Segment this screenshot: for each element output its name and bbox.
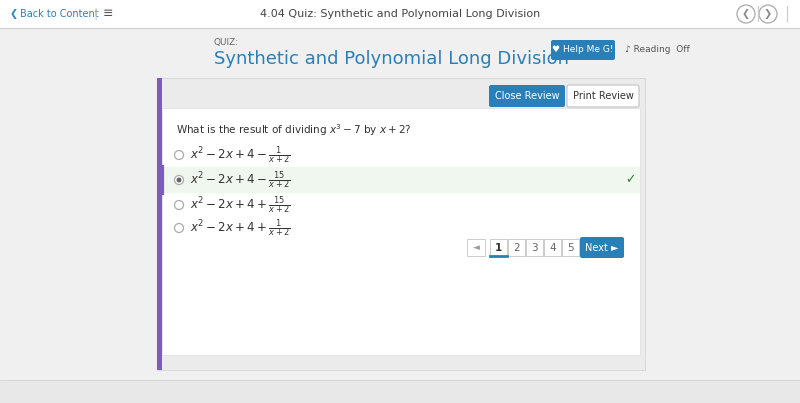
FancyBboxPatch shape bbox=[544, 239, 561, 256]
Text: $x^2 - 2x + 4 + \frac{15}{x+2}$: $x^2 - 2x + 4 + \frac{15}{x+2}$ bbox=[190, 194, 290, 216]
FancyBboxPatch shape bbox=[490, 239, 507, 256]
FancyBboxPatch shape bbox=[526, 239, 543, 256]
Text: ◄: ◄ bbox=[473, 243, 479, 253]
FancyBboxPatch shape bbox=[157, 78, 162, 370]
Circle shape bbox=[174, 175, 183, 185]
Text: ✓: ✓ bbox=[625, 174, 635, 187]
Circle shape bbox=[174, 150, 183, 160]
Text: 3: 3 bbox=[531, 243, 538, 253]
Text: 4.04 Quiz: Synthetic and Polynomial Long Division: 4.04 Quiz: Synthetic and Polynomial Long… bbox=[260, 9, 540, 19]
Text: |: | bbox=[755, 6, 761, 22]
Circle shape bbox=[177, 177, 182, 183]
Text: ❯: ❯ bbox=[764, 9, 772, 19]
Circle shape bbox=[759, 5, 777, 23]
Text: ♪ Reading  Off: ♪ Reading Off bbox=[625, 46, 690, 54]
FancyBboxPatch shape bbox=[580, 237, 624, 258]
Text: QUIZ:: QUIZ: bbox=[214, 38, 239, 47]
FancyBboxPatch shape bbox=[0, 0, 800, 28]
FancyBboxPatch shape bbox=[508, 239, 525, 256]
Text: |: | bbox=[785, 6, 790, 22]
Circle shape bbox=[737, 5, 755, 23]
FancyBboxPatch shape bbox=[162, 167, 640, 193]
FancyBboxPatch shape bbox=[562, 239, 579, 256]
Text: 5: 5 bbox=[567, 243, 574, 253]
Text: ❮: ❮ bbox=[10, 9, 18, 19]
Text: |: | bbox=[93, 8, 98, 21]
Text: Next ►: Next ► bbox=[586, 243, 618, 253]
Text: ♥ Help Me G!: ♥ Help Me G! bbox=[552, 46, 614, 54]
Text: 2: 2 bbox=[513, 243, 520, 253]
Text: $x^2 - 2x + 4 + \frac{1}{x+2}$: $x^2 - 2x + 4 + \frac{1}{x+2}$ bbox=[190, 217, 290, 239]
FancyBboxPatch shape bbox=[162, 108, 640, 355]
Text: 1: 1 bbox=[495, 243, 502, 253]
FancyBboxPatch shape bbox=[0, 380, 800, 403]
FancyBboxPatch shape bbox=[489, 85, 565, 107]
Text: ≡: ≡ bbox=[103, 8, 114, 21]
Text: 4: 4 bbox=[549, 243, 556, 253]
FancyBboxPatch shape bbox=[467, 239, 485, 256]
Text: ❮: ❮ bbox=[742, 9, 750, 19]
Text: Synthetic and Polynomial Long Division: Synthetic and Polynomial Long Division bbox=[214, 50, 569, 68]
FancyBboxPatch shape bbox=[567, 85, 639, 107]
FancyBboxPatch shape bbox=[551, 40, 615, 60]
Text: Print Review: Print Review bbox=[573, 91, 634, 101]
Circle shape bbox=[174, 201, 183, 210]
Text: What is the result of dividing $x^3 - 7$ by $x + 2$?: What is the result of dividing $x^3 - 7$… bbox=[176, 122, 411, 138]
Text: Close Review: Close Review bbox=[494, 91, 559, 101]
Text: $x^2 - 2x + 4 - \frac{1}{x+2}$: $x^2 - 2x + 4 - \frac{1}{x+2}$ bbox=[190, 144, 290, 166]
Circle shape bbox=[174, 224, 183, 233]
Text: Back to Content: Back to Content bbox=[20, 9, 98, 19]
Text: $x^2 - 2x + 4 - \frac{15}{x+2}$: $x^2 - 2x + 4 - \frac{15}{x+2}$ bbox=[190, 169, 290, 191]
FancyBboxPatch shape bbox=[157, 78, 645, 370]
